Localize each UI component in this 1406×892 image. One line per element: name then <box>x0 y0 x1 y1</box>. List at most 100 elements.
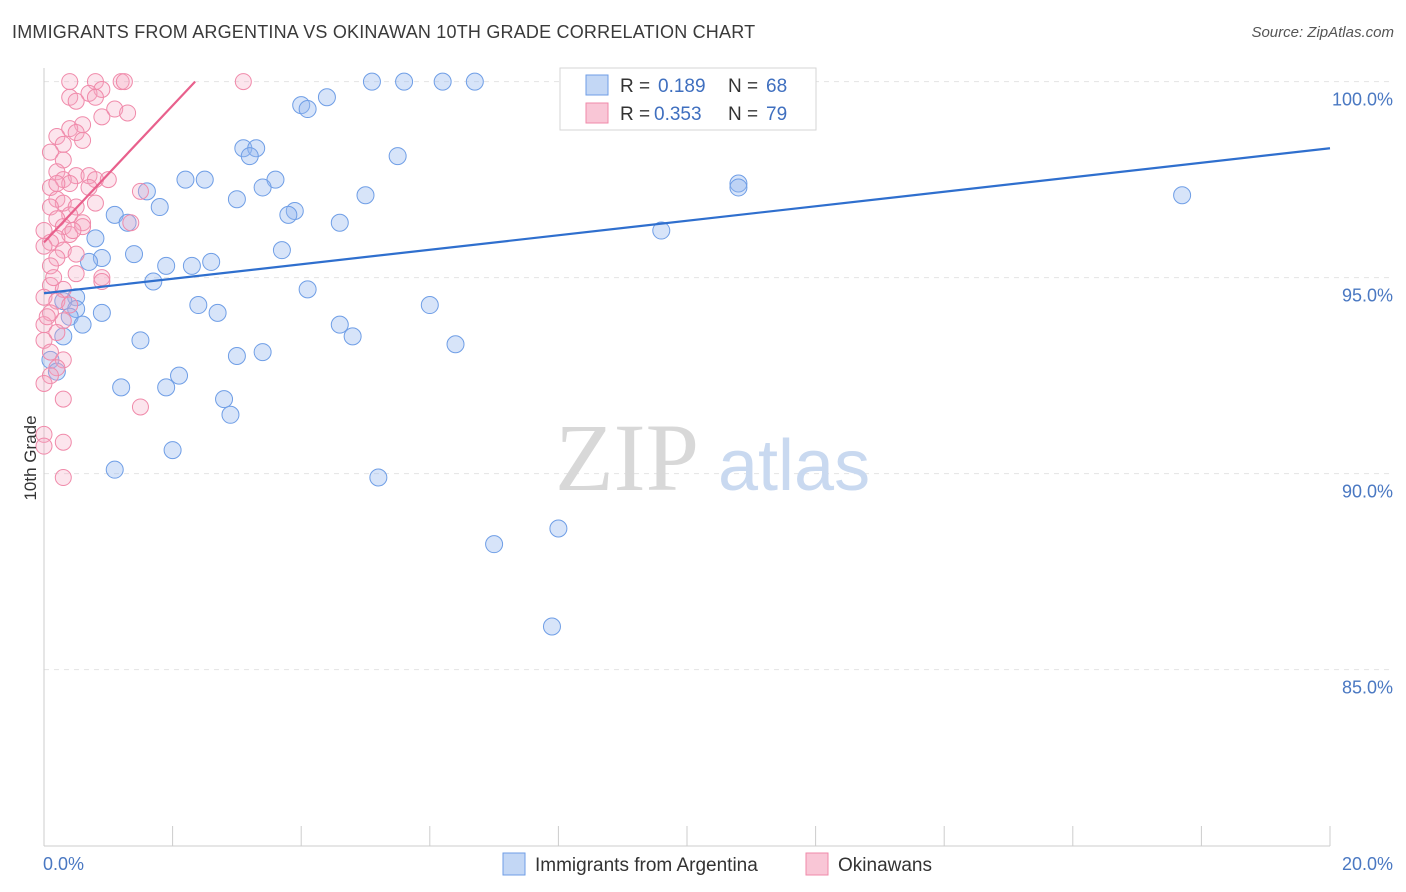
point-okinawans-0 <box>61 73 79 91</box>
point-argentina-59 <box>112 378 131 397</box>
watermark-atlas: atlas <box>718 426 870 506</box>
point-argentina-1 <box>395 72 414 91</box>
point-argentina-67 <box>549 519 568 538</box>
trend-line-argentina <box>43 147 1331 295</box>
watermark-zip: ZIP <box>555 404 699 511</box>
point-okinawans-65 <box>35 374 53 392</box>
point-okinawans-26 <box>61 175 79 193</box>
point-okinawans-49 <box>93 269 111 287</box>
point-argentina-18 <box>356 186 375 205</box>
point-argentina-14 <box>195 170 214 189</box>
legend-n-label-1: N = <box>728 76 758 97</box>
chart-title: IMMIGRANTS FROM ARGENTINA VS OKINAWAN 10… <box>12 22 756 42</box>
point-argentina-39 <box>298 280 317 299</box>
point-argentina-49 <box>330 315 349 334</box>
axes <box>43 68 1331 847</box>
bottom-legend-label-okinawans: Okinawans <box>838 855 932 876</box>
point-okinawans-77 <box>45 269 63 287</box>
legend-r-label-2: R = <box>620 104 650 125</box>
point-argentina-28 <box>118 213 137 232</box>
point-argentina-45 <box>92 303 111 322</box>
point-argentina-48 <box>73 315 92 334</box>
point-argentina-42 <box>189 296 208 315</box>
y-tick-label-3: 100.0% <box>1332 90 1393 110</box>
point-okinawans-69 <box>54 433 72 451</box>
y-tick-label-1: 90.0% <box>1342 482 1393 502</box>
point-argentina-17 <box>137 182 156 201</box>
point-argentina-31 <box>125 245 144 264</box>
point-argentina-8 <box>298 100 317 119</box>
point-argentina-61 <box>215 390 234 409</box>
point-okinawans-3 <box>115 73 133 91</box>
bottom-legend-swatch-argentina <box>502 852 526 876</box>
bottom-legend-label-argentina: Immigrants from Argentina <box>535 855 758 876</box>
point-argentina-37 <box>202 252 221 271</box>
point-argentina-11 <box>240 147 259 166</box>
point-okinawans-66 <box>54 390 72 408</box>
series-legend: Immigrants from Argentina Okinawans <box>502 852 932 876</box>
point-okinawans-71 <box>54 469 72 487</box>
point-argentina-52 <box>131 331 150 350</box>
point-argentina-64 <box>105 460 124 479</box>
bottom-legend-swatch-okinawans <box>805 852 829 876</box>
y-tick-label-0: 85.0% <box>1342 678 1393 698</box>
point-argentina-12 <box>388 147 407 166</box>
point-argentina-36 <box>182 256 201 275</box>
x-tick-label-1: 20.0% <box>1342 854 1393 874</box>
point-argentina-3 <box>465 72 484 91</box>
point-okinawans-78 <box>38 308 56 326</box>
legend-n-label-2: N = <box>728 104 758 125</box>
point-argentina-46 <box>208 303 227 322</box>
point-argentina-65 <box>369 468 388 487</box>
legend-r-value-2: 0.353 <box>654 104 702 125</box>
point-argentina-32 <box>272 241 291 260</box>
point-argentina-60 <box>157 378 176 397</box>
point-argentina-23 <box>150 198 169 217</box>
legend-n-value-1: 68 <box>766 76 787 97</box>
point-argentina-55 <box>227 347 246 365</box>
x-tick-label-0: 0.0% <box>43 854 84 874</box>
point-okinawans-19 <box>41 143 59 161</box>
stats-legend: R = 0.189 N = 68 R = 0.353 N = 79 <box>559 67 817 131</box>
legend-r-value-1: 0.189 <box>658 76 706 97</box>
point-argentina-0 <box>362 72 381 91</box>
point-okinawans-37 <box>122 214 140 232</box>
point-argentina-58 <box>170 366 189 385</box>
point-argentina-13 <box>176 170 195 189</box>
series-argentina-points <box>41 72 1192 636</box>
point-okinawans-75 <box>48 175 66 193</box>
point-okinawans-11 <box>119 104 137 122</box>
trend-line-okinawans <box>43 80 196 244</box>
source-label: Source: ZipAtlas.com <box>1251 24 1394 41</box>
point-argentina-25 <box>279 205 298 224</box>
point-okinawans-8 <box>86 88 104 106</box>
point-okinawans-61 <box>41 343 59 361</box>
point-argentina-22 <box>227 190 246 209</box>
point-argentina-20 <box>729 178 748 197</box>
point-okinawans-73 <box>86 194 104 212</box>
gridlines <box>44 81 1392 671</box>
point-okinawans-10 <box>106 100 124 118</box>
point-okinawans-76 <box>64 222 82 240</box>
point-okinawans-18 <box>74 131 92 149</box>
point-okinawans-29 <box>131 182 149 200</box>
point-okinawans-43 <box>35 237 53 255</box>
point-okinawans-4 <box>234 73 252 91</box>
point-okinawans-68 <box>35 425 53 443</box>
point-argentina-43 <box>420 296 439 315</box>
point-okinawans-72 <box>74 218 92 236</box>
point-okinawans-55 <box>61 296 79 314</box>
point-okinawans-9 <box>67 92 85 110</box>
point-argentina-16 <box>253 178 272 197</box>
point-argentina-29 <box>652 221 671 240</box>
series-okinawans-points <box>35 73 252 487</box>
point-okinawans-45 <box>67 245 85 263</box>
legend-swatch-okinawans <box>585 102 609 124</box>
point-argentina-66 <box>485 535 504 554</box>
point-okinawans-70 <box>35 437 53 455</box>
legend-n-value-2: 79 <box>766 104 787 125</box>
point-argentina-30 <box>86 229 105 248</box>
point-argentina-50 <box>343 327 362 346</box>
point-argentina-54 <box>253 343 272 362</box>
